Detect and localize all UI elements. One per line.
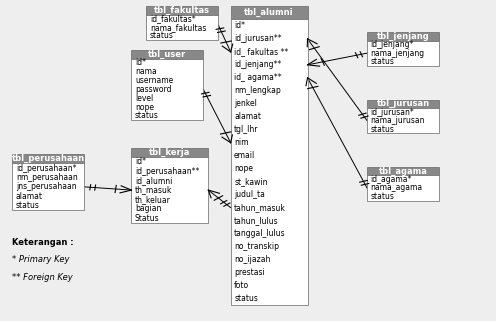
Bar <box>367 100 439 108</box>
Bar <box>131 148 208 157</box>
Text: status: status <box>16 201 40 210</box>
Text: th_masuk: th_masuk <box>135 186 172 195</box>
Bar <box>367 167 439 175</box>
Text: nama: nama <box>135 67 157 76</box>
Bar <box>231 19 308 305</box>
Bar <box>131 58 203 120</box>
Text: nm_perusahaan: nm_perusahaan <box>16 173 77 182</box>
Text: judul_ta: judul_ta <box>234 190 265 199</box>
Bar <box>12 154 84 163</box>
Text: th_keluar: th_keluar <box>135 195 171 204</box>
Text: id*: id* <box>135 58 146 67</box>
Text: nm_lengkap: nm_lengkap <box>234 86 281 95</box>
Text: no_ijazah: no_ijazah <box>234 255 270 264</box>
Bar <box>146 15 218 40</box>
Bar <box>12 163 84 210</box>
Text: email: email <box>234 151 255 160</box>
Bar <box>131 50 203 58</box>
Text: foto: foto <box>234 281 249 290</box>
Text: jenkel: jenkel <box>234 99 257 108</box>
Bar <box>146 6 218 15</box>
Text: tbl_alumni: tbl_alumni <box>244 8 294 17</box>
Text: alamat: alamat <box>234 112 261 121</box>
Text: jns_perusahaan: jns_perusahaan <box>16 182 76 191</box>
Text: id_alumni: id_alumni <box>135 176 172 185</box>
Text: tahun_lulus: tahun_lulus <box>234 216 279 225</box>
Text: tbl_user: tbl_user <box>148 50 186 59</box>
Text: tbl_agama: tbl_agama <box>378 167 428 176</box>
Text: id*: id* <box>135 157 146 166</box>
Text: password: password <box>135 85 172 94</box>
Text: id_jurusan*: id_jurusan* <box>371 108 414 117</box>
Text: nope: nope <box>135 103 154 112</box>
Text: st_kawin: st_kawin <box>234 177 268 186</box>
Bar <box>231 6 308 19</box>
Text: nama_agama: nama_agama <box>371 184 423 193</box>
Text: id_fakultas*: id_fakultas* <box>150 14 195 23</box>
Text: status: status <box>371 57 394 66</box>
Text: status: status <box>234 294 258 303</box>
Text: tbl_perusahaan: tbl_perusahaan <box>12 154 85 163</box>
Bar <box>131 157 208 223</box>
Text: tbl_fakultas: tbl_fakultas <box>154 6 210 15</box>
Text: id_ agama**: id_ agama** <box>234 73 282 82</box>
Text: alamat: alamat <box>16 192 43 201</box>
Text: tgl_lhr: tgl_lhr <box>234 125 258 134</box>
Bar <box>367 40 439 66</box>
Text: bagian: bagian <box>135 204 161 213</box>
Text: tbl_jurusan: tbl_jurusan <box>376 99 430 108</box>
Text: Keterangan :: Keterangan : <box>12 238 74 247</box>
Text: id*: id* <box>234 22 245 30</box>
Text: id_jenjang*: id_jenjang* <box>371 40 414 49</box>
Text: username: username <box>135 76 173 85</box>
Bar <box>367 108 439 133</box>
Text: id_perusahaan**: id_perusahaan** <box>135 167 199 176</box>
Text: id_perusahaan*: id_perusahaan* <box>16 164 76 173</box>
Text: nope: nope <box>234 164 253 173</box>
Text: nama_jurusan: nama_jurusan <box>371 116 425 125</box>
Bar <box>367 175 439 201</box>
Text: status: status <box>371 125 394 134</box>
Text: Status: Status <box>135 214 160 223</box>
Text: ** Foreign Key: ** Foreign Key <box>12 273 73 282</box>
Text: * Primary Key: * Primary Key <box>12 255 70 264</box>
Text: tbl_jenjang: tbl_jenjang <box>376 32 430 41</box>
Text: nama_fakultas: nama_fakultas <box>150 23 206 32</box>
Text: prestasi: prestasi <box>234 268 265 277</box>
Text: id_jenjang**: id_jenjang** <box>234 60 281 69</box>
Text: status: status <box>371 192 394 201</box>
Text: level: level <box>135 94 153 103</box>
Text: no_transkip: no_transkip <box>234 242 279 251</box>
Text: nim: nim <box>234 138 248 147</box>
Text: status: status <box>135 111 159 120</box>
Text: tahun_masuk: tahun_masuk <box>234 203 286 212</box>
Bar <box>367 32 439 40</box>
Text: tbl_kerja: tbl_kerja <box>149 148 190 157</box>
Text: nama_jenjang: nama_jenjang <box>371 49 425 58</box>
Text: status: status <box>150 31 174 40</box>
Text: id_agama*: id_agama* <box>371 175 412 184</box>
Text: id_ fakultas **: id_ fakultas ** <box>234 48 288 56</box>
Text: tanggal_lulus: tanggal_lulus <box>234 229 286 238</box>
Text: id_jurusan**: id_jurusan** <box>234 34 282 43</box>
